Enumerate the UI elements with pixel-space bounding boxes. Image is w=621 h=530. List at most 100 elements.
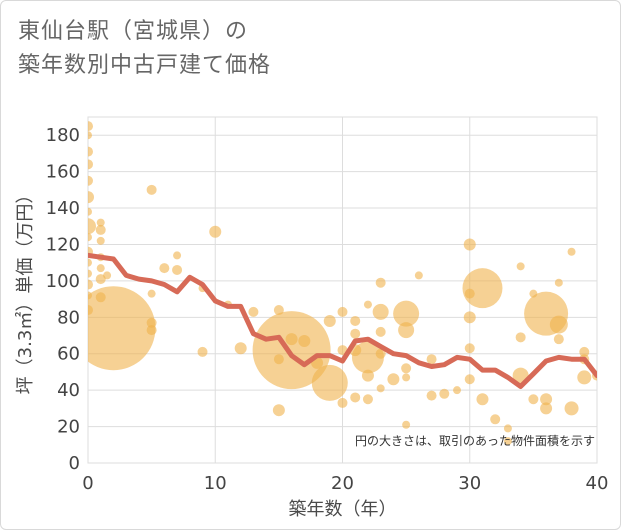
bubble-point bbox=[549, 315, 568, 334]
bubble-point bbox=[375, 277, 386, 288]
bubble-point bbox=[350, 315, 361, 326]
bubble-point bbox=[516, 262, 525, 271]
chart-title-line2: 築年数別中古戸建て価格 bbox=[18, 53, 272, 78]
bubble-point bbox=[88, 131, 92, 140]
bubble-point bbox=[554, 278, 563, 287]
bubble-point bbox=[88, 191, 94, 204]
bubble-point bbox=[88, 233, 92, 242]
y-tick-label: 180 bbox=[46, 125, 80, 146]
bubble-point bbox=[363, 300, 372, 309]
y-axis-label: 坪（3.3㎡）単価（万円） bbox=[14, 186, 36, 395]
bubble-point bbox=[540, 393, 553, 406]
x-tick-label: 30 bbox=[458, 473, 481, 494]
bubble-point bbox=[146, 325, 157, 336]
bubble-point bbox=[372, 303, 389, 320]
bubble-point bbox=[462, 268, 503, 309]
bubble-point bbox=[88, 218, 96, 235]
bubble-point bbox=[564, 401, 579, 416]
bubble-point bbox=[88, 175, 93, 186]
bubble-point bbox=[252, 311, 331, 390]
x-axis-label: 築年数（年） bbox=[289, 499, 397, 520]
y-tick-label: 20 bbox=[57, 417, 80, 438]
bubble-point bbox=[376, 384, 385, 393]
bubble-point bbox=[95, 224, 106, 235]
x-tick-label: 20 bbox=[331, 473, 354, 494]
bubble-point bbox=[398, 322, 415, 339]
bubble-point bbox=[402, 420, 411, 429]
bubble-point bbox=[503, 424, 512, 433]
bubble-point bbox=[426, 390, 437, 401]
y-tick-label: 80 bbox=[57, 307, 80, 328]
bubble-point bbox=[172, 264, 183, 275]
x-tick-label: 10 bbox=[204, 473, 227, 494]
bubble-point bbox=[272, 404, 285, 417]
bubble-point bbox=[579, 346, 590, 357]
bubble-point bbox=[351, 341, 384, 374]
bubble-point bbox=[453, 386, 462, 395]
bubble-point bbox=[464, 374, 475, 385]
bubble-point bbox=[540, 402, 553, 415]
bubble-point bbox=[88, 269, 92, 278]
bubble-point bbox=[88, 159, 93, 170]
bubble-point bbox=[96, 236, 105, 245]
bubble-point bbox=[490, 414, 501, 425]
bubble-point bbox=[439, 388, 450, 399]
grid-lines bbox=[87, 116, 598, 464]
bubble-point bbox=[146, 184, 157, 195]
x-tick-label: 0 bbox=[82, 473, 93, 494]
bubble-point bbox=[414, 271, 423, 280]
bubble-point bbox=[248, 306, 259, 317]
bubble-point bbox=[88, 146, 93, 157]
y-tick-label: 140 bbox=[46, 198, 80, 219]
y-axis-ticks: 0 20 40 60 80 100 120 140 160 180 bbox=[46, 125, 80, 474]
bubble-layer bbox=[88, 121, 597, 446]
bubble-point bbox=[285, 333, 298, 346]
x-tick-label: 40 bbox=[586, 473, 609, 494]
y-tick-label: 160 bbox=[46, 162, 80, 183]
bubble-point bbox=[464, 343, 475, 354]
chart-title-line1: 東仙台駅（宮城県）の bbox=[18, 19, 249, 44]
bubble-point bbox=[88, 279, 93, 290]
bubble-point bbox=[463, 311, 476, 324]
bubble-point bbox=[503, 437, 512, 446]
bubble-point bbox=[528, 394, 539, 405]
bubble-point bbox=[375, 348, 386, 359]
bubble-point bbox=[88, 258, 92, 267]
bubble-point bbox=[323, 314, 336, 327]
average-price-line bbox=[88, 252, 597, 389]
bubble-point bbox=[402, 373, 411, 382]
bubble-point bbox=[95, 274, 106, 285]
bubble-point bbox=[298, 334, 311, 347]
bubble-point bbox=[88, 207, 92, 216]
bubble-point bbox=[159, 263, 170, 274]
bubble-point bbox=[393, 300, 420, 327]
y-tick-label: 0 bbox=[69, 453, 80, 474]
bubble-point bbox=[577, 370, 592, 385]
bubble-point bbox=[375, 326, 386, 337]
y-tick-label: 120 bbox=[46, 234, 80, 255]
bubble-point bbox=[350, 392, 361, 403]
bubble-point bbox=[311, 364, 348, 401]
bubble-point bbox=[88, 121, 93, 132]
bubble-point bbox=[515, 332, 526, 343]
x-axis-ticks: 0 10 20 30 40 bbox=[82, 473, 608, 494]
bubble-point bbox=[362, 394, 373, 405]
bubble-point bbox=[463, 238, 476, 251]
bubble-size-note: 円の大きさは、取引のあった物件面積を示す bbox=[355, 433, 595, 448]
bubble-point bbox=[553, 334, 564, 345]
bubble-point bbox=[209, 225, 222, 238]
y-tick-label: 60 bbox=[57, 344, 80, 365]
y-tick-label: 100 bbox=[46, 271, 80, 292]
bubble-point bbox=[567, 247, 576, 256]
plot-border bbox=[87, 116, 598, 464]
bubble-point bbox=[387, 373, 400, 386]
bubble-point bbox=[476, 393, 489, 406]
bubble-point bbox=[147, 289, 156, 298]
bubble-point bbox=[96, 264, 105, 273]
bubble-point bbox=[197, 346, 208, 357]
bubble-point bbox=[234, 342, 247, 355]
bubble-point bbox=[350, 328, 361, 339]
chart-title: 東仙台駅（宮城県）の 築年数別中古戸建て価格 bbox=[18, 15, 271, 83]
